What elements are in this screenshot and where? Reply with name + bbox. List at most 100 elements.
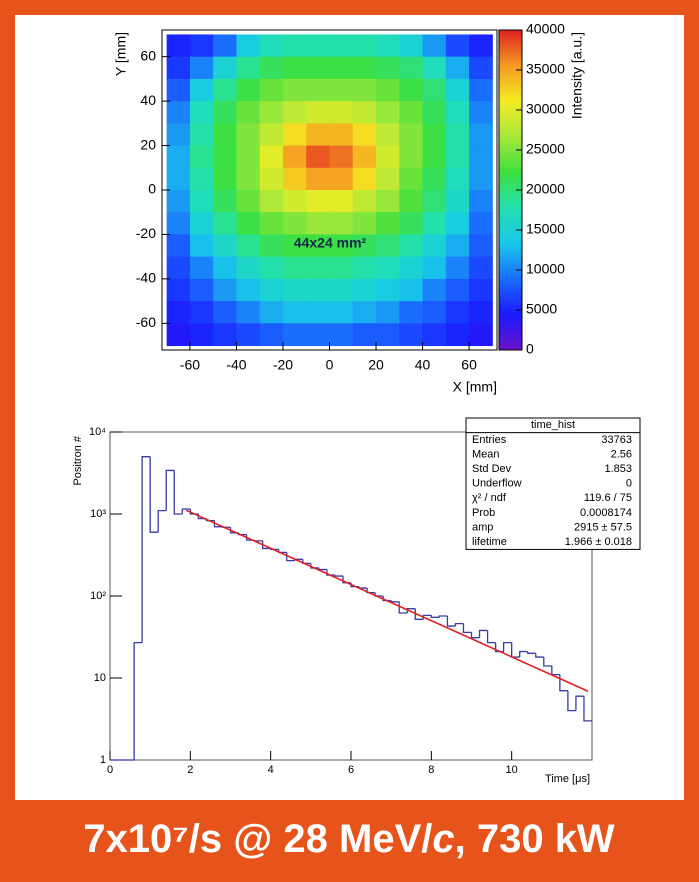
stats-value: 2915 ± 57.5	[574, 521, 632, 533]
heat-cell	[306, 190, 330, 213]
x-tick-label: -40	[226, 357, 246, 373]
y-tick-label: 10⁴	[89, 426, 106, 438]
heat-cell	[399, 101, 423, 124]
x-axis-label: X [mm]	[453, 379, 497, 395]
heat-cell	[306, 257, 330, 280]
heat-cell	[260, 57, 284, 80]
heat-cell	[236, 212, 260, 235]
stats-value: 0	[626, 478, 632, 490]
y-tick-label: 40	[140, 92, 156, 108]
heat-cell	[423, 168, 447, 191]
heat-cell	[167, 123, 191, 146]
heat-cell	[399, 234, 423, 257]
caption-part: , 730 kW	[455, 817, 615, 861]
heat-cell	[446, 190, 470, 213]
heat-cell	[353, 212, 377, 235]
heat-cell	[306, 123, 330, 146]
heat-cell	[399, 123, 423, 146]
heat-cell	[190, 34, 214, 57]
heat-cell	[446, 34, 470, 57]
y-tick-label: 60	[140, 47, 156, 63]
heat-cell	[423, 101, 447, 124]
y-tick-label: 20	[140, 136, 156, 152]
heat-cell	[190, 146, 214, 169]
heat-cell	[469, 257, 493, 280]
heat-cell	[399, 279, 423, 302]
heat-cell	[260, 212, 284, 235]
heat-cell	[376, 257, 400, 280]
heat-cell	[330, 212, 354, 235]
heat-cell	[446, 301, 470, 324]
x-tick-label: 8	[428, 764, 434, 776]
heat-cell	[330, 279, 354, 302]
colorbar-tick-label: 5000	[526, 301, 557, 317]
heat-cell	[236, 146, 260, 169]
heat-cell	[260, 234, 284, 257]
heat-cell	[260, 79, 284, 102]
heat-cell	[330, 34, 354, 57]
colorbar-tick-label: 40000	[526, 21, 565, 37]
heat-cell	[469, 34, 493, 57]
x-tick-label: -60	[180, 357, 200, 373]
heat-cell	[260, 279, 284, 302]
heat-cell	[446, 323, 470, 346]
stats-label: χ² / ndf	[472, 492, 507, 504]
heat-cell	[469, 234, 493, 257]
heat-cell	[283, 168, 307, 191]
heat-cell	[306, 301, 330, 324]
heat-cell	[167, 101, 191, 124]
heat-cell	[306, 212, 330, 235]
heat-cell	[167, 257, 191, 280]
heat-cell	[330, 323, 354, 346]
heat-cell	[330, 301, 354, 324]
heat-cell	[446, 212, 470, 235]
colorbar-tick-label: 25000	[526, 141, 565, 157]
y-axis-label: Positron #	[72, 435, 84, 485]
heat-cell	[306, 146, 330, 169]
heat-cell	[283, 34, 307, 57]
heat-cell	[446, 279, 470, 302]
heat-cell	[353, 257, 377, 280]
heat-cell	[469, 323, 493, 346]
stats-label: Underflow	[472, 478, 522, 490]
stats-value: 119.6 / 75	[584, 492, 632, 504]
heat-cell	[353, 34, 377, 57]
heat-cell	[469, 168, 493, 191]
heat-cell	[446, 101, 470, 124]
heat-cell	[353, 190, 377, 213]
heat-cell	[376, 101, 400, 124]
y-tick-label: 10²	[90, 590, 106, 602]
heat-cell	[423, 212, 447, 235]
x-tick-label: 0	[107, 764, 113, 776]
heat-cell	[469, 212, 493, 235]
heat-cell	[399, 146, 423, 169]
heat-cell	[236, 34, 260, 57]
caption-part: c	[432, 817, 454, 861]
stats-value: 0.0008174	[580, 507, 632, 519]
stats-label: Std Dev	[472, 463, 512, 475]
heat-cell	[330, 257, 354, 280]
heat-cell	[306, 57, 330, 80]
heat-cell	[283, 146, 307, 169]
heat-cell	[236, 79, 260, 102]
heat-cell	[469, 57, 493, 80]
heat-cell	[236, 57, 260, 80]
heat-cell	[330, 79, 354, 102]
heat-cell	[306, 79, 330, 102]
heat-cell	[260, 34, 284, 57]
x-tick-label: 20	[368, 357, 384, 373]
heat-cell	[283, 79, 307, 102]
stats-value: 2.56	[611, 448, 632, 460]
heat-cell	[167, 79, 191, 102]
heat-cell	[167, 146, 191, 169]
heat-cell	[283, 301, 307, 324]
heat-cell	[306, 34, 330, 57]
heat-cell	[330, 146, 354, 169]
heat-cell	[190, 190, 214, 213]
heat-cell	[213, 323, 237, 346]
heat-cell	[190, 323, 214, 346]
stats-value: 1.853	[604, 463, 632, 475]
colorbar-tick-label: 15000	[526, 221, 565, 237]
heat-cell	[236, 234, 260, 257]
